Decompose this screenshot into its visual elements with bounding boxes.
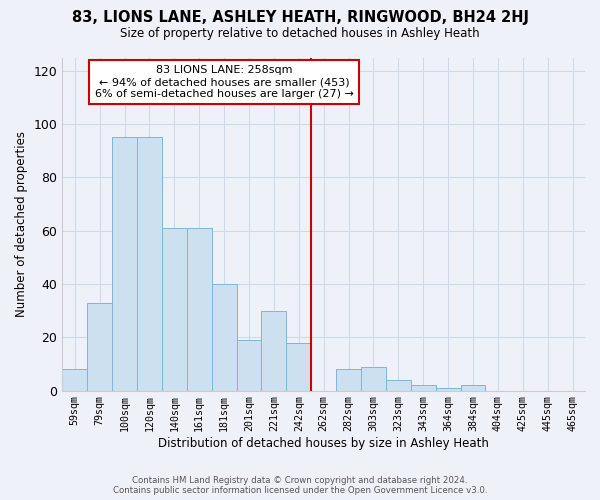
Bar (212, 284, 236, 391)
Text: Size of property relative to detached houses in Ashley Heath: Size of property relative to detached ho… (120, 28, 480, 40)
Text: Contains HM Land Registry data © Crown copyright and database right 2024.
Contai: Contains HM Land Registry data © Crown c… (113, 476, 487, 495)
Bar (461, 386, 485, 390)
Bar (361, 366, 386, 390)
Text: 83, LIONS LANE, ASHLEY HEATH, RINGWOOD, BH24 2HJ: 83, LIONS LANE, ASHLEY HEATH, RINGWOOD, … (71, 10, 529, 25)
Bar (112, 138, 137, 390)
Bar (262, 310, 286, 390)
Y-axis label: Number of detached properties: Number of detached properties (15, 131, 28, 317)
Bar (137, 138, 162, 390)
Bar (62, 370, 87, 390)
Bar (187, 228, 212, 390)
Bar (411, 386, 436, 390)
Bar (386, 380, 411, 390)
Bar (162, 228, 187, 390)
Bar (436, 388, 461, 390)
Bar (336, 370, 361, 390)
Bar (236, 340, 262, 390)
Bar (87, 302, 112, 390)
Bar (286, 342, 311, 390)
Text: 83 LIONS LANE: 258sqm
← 94% of detached houses are smaller (453)
6% of semi-deta: 83 LIONS LANE: 258sqm ← 94% of detached … (95, 66, 353, 98)
X-axis label: Distribution of detached houses by size in Ashley Heath: Distribution of detached houses by size … (158, 437, 489, 450)
